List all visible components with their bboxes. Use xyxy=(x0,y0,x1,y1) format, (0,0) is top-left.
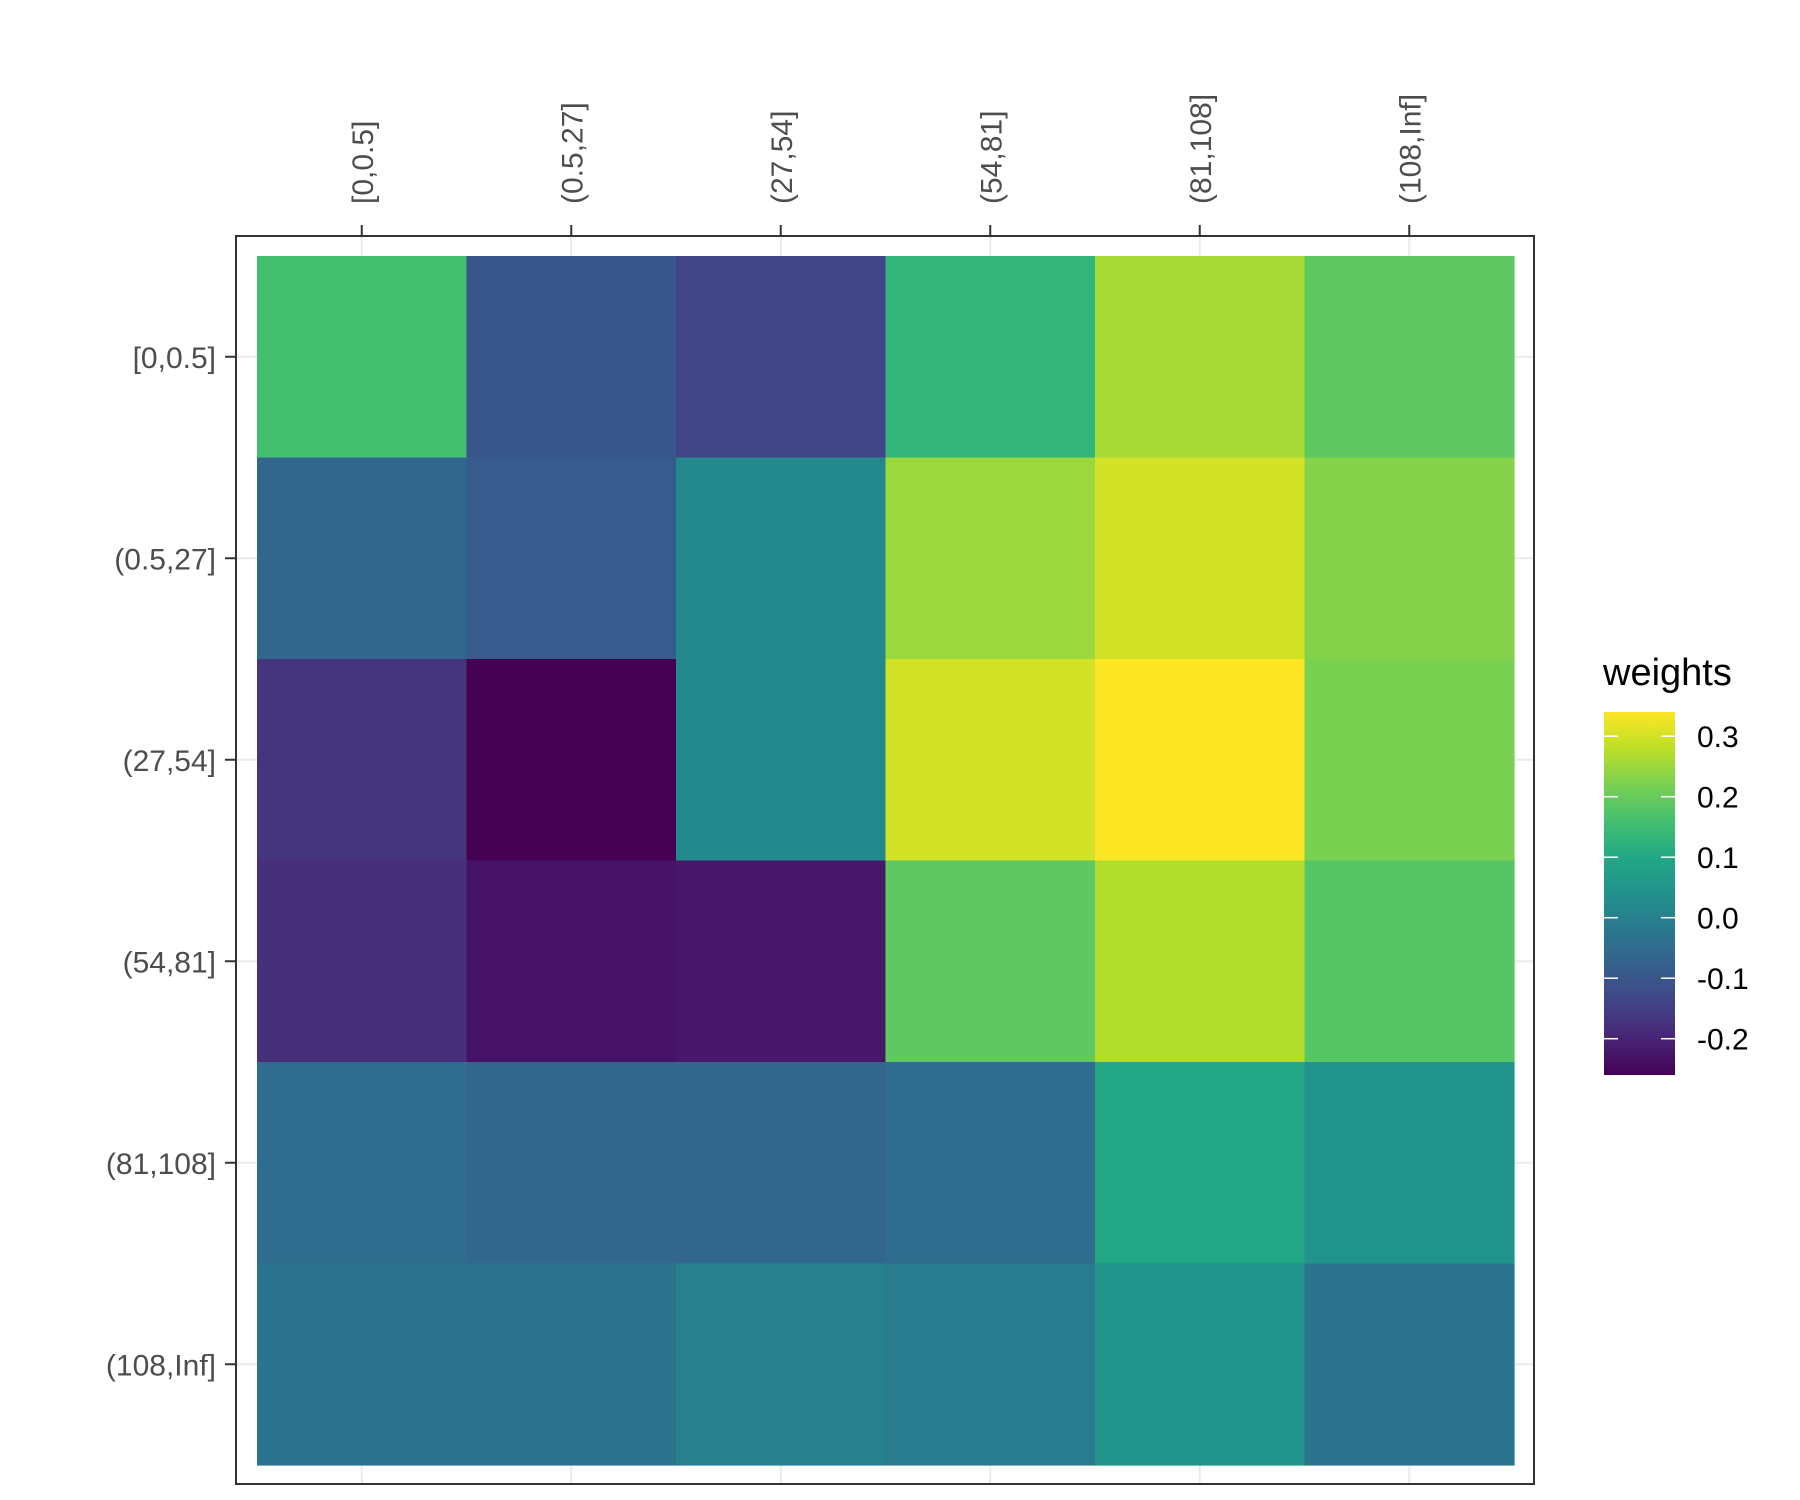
y-tick-label: (108,Inf] xyxy=(106,1349,216,1382)
x-tick-label: (27,54] xyxy=(766,111,799,204)
heatmap-tile xyxy=(676,256,887,459)
legend-label: -0.1 xyxy=(1697,963,1749,996)
heatmap-tile xyxy=(1304,457,1515,660)
heatmap-tile xyxy=(676,659,887,862)
x-tick-label: [0,0.5] xyxy=(347,121,380,204)
legend-label: -0.2 xyxy=(1697,1024,1749,1057)
heatmap-tile xyxy=(885,1263,1096,1466)
legend-title: weights xyxy=(1602,652,1732,694)
y-tick-label: (81,108] xyxy=(106,1148,216,1181)
heatmap-tile xyxy=(1304,860,1515,1063)
heatmap-tile xyxy=(1095,256,1306,459)
heatmap-tile xyxy=(1095,1263,1306,1466)
heatmap-tile xyxy=(676,1062,887,1265)
legend-label: 0.0 xyxy=(1697,903,1739,936)
heatmap-tile xyxy=(885,659,1096,862)
heatmap-tile xyxy=(257,659,468,862)
y-tick-label: (27,54] xyxy=(123,745,216,778)
heatmap-tile xyxy=(885,1062,1096,1265)
legend-label: 0.2 xyxy=(1697,782,1739,815)
heatmap-tile xyxy=(466,1263,677,1466)
heatmap-tile xyxy=(885,457,1096,660)
heatmap-tile xyxy=(466,256,677,459)
heatmap-tile xyxy=(1304,256,1515,459)
x-tick-label: (54,81] xyxy=(975,111,1008,204)
heatmap-tile xyxy=(1095,1062,1306,1265)
y-tick-label: (0.5,27] xyxy=(114,543,216,576)
heatmap-tile xyxy=(257,1062,468,1265)
heatmap-tile xyxy=(676,1263,887,1466)
legend-colorbar xyxy=(1604,712,1675,1075)
heatmap-tile xyxy=(1304,659,1515,862)
heatmap-tile xyxy=(1304,1062,1515,1265)
y-tick-label: (54,81] xyxy=(123,946,216,979)
legend-label: 0.3 xyxy=(1697,721,1739,754)
heatmap-tile xyxy=(885,256,1096,459)
panel-border xyxy=(235,235,1535,1485)
heatmap-tile xyxy=(466,457,677,660)
heatmap-tile xyxy=(676,860,887,1063)
heatmap-tile xyxy=(257,860,468,1063)
legend-label: 0.1 xyxy=(1697,842,1739,875)
heatmap-tile xyxy=(676,457,887,660)
heatmap-tile xyxy=(257,256,468,459)
heatmap-tile xyxy=(1304,1263,1515,1466)
heatmap-tile xyxy=(257,457,468,660)
heatmap-tile xyxy=(466,860,677,1063)
heatmap-tile xyxy=(466,1062,677,1265)
y-tick-label: [0,0.5] xyxy=(133,342,216,375)
heatmap-tile xyxy=(257,1263,468,1466)
heatmap-tile xyxy=(885,860,1096,1063)
heatmap-tile xyxy=(1095,659,1306,862)
heatmap-tile xyxy=(1095,860,1306,1063)
heatmap-tile xyxy=(466,659,677,862)
x-tick-label: (0.5,27] xyxy=(556,102,589,204)
heatmap-tile xyxy=(1095,457,1306,660)
x-tick-label: (81,108] xyxy=(1185,94,1218,204)
x-tick-label: (108,Inf] xyxy=(1394,94,1427,204)
